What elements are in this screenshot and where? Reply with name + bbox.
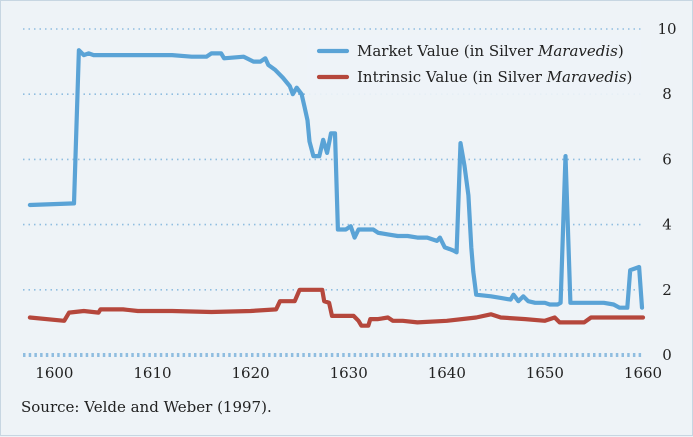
y-tick-label: 0 — [662, 346, 672, 364]
x-tick-label: 1610 — [133, 364, 171, 382]
legend-label: Intrinsic Value (in Silver Maravedis) — [357, 68, 632, 86]
y-tick-label: 2 — [662, 281, 672, 299]
series-lines — [27, 48, 646, 328]
series-line-market-value — [27, 48, 645, 310]
x-tick-label: 1620 — [232, 364, 270, 382]
x-tick-label: 1650 — [526, 364, 564, 382]
x-tick-label: 1640 — [428, 364, 466, 382]
source-note: Source: Velde and Weber (1997). — [21, 398, 272, 416]
legend: Market Value (in Silver Maravedis) Intrin… — [307, 35, 641, 95]
legend-label: Market Value (in Silver Maravedis) — [357, 42, 624, 60]
y-tick-label: 10 — [657, 20, 676, 38]
y-tick-label: 6 — [662, 150, 672, 168]
x-tick-label: 1660 — [624, 364, 662, 382]
series-line-intrinsic-value — [27, 287, 646, 328]
x-tick-label: 1600 — [35, 364, 73, 382]
y-tick-label: 4 — [662, 216, 672, 234]
x-tick-label: 1630 — [330, 364, 368, 382]
y-tick-label: 8 — [662, 85, 672, 103]
legend-box — [307, 35, 641, 95]
axes: 0 2 4 6 8 10 1600 1610 1620 1630 1640 1650 1660 — [23, 20, 677, 382]
